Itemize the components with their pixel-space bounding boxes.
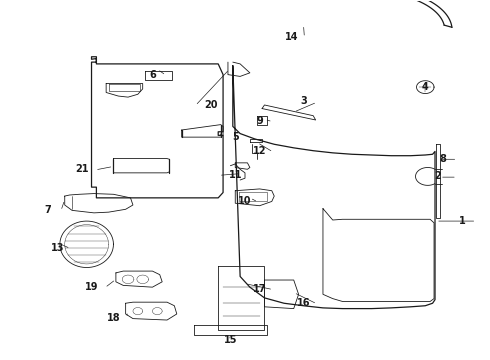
Text: 7: 7 xyxy=(44,205,51,215)
Text: 2: 2 xyxy=(434,171,441,181)
Text: 16: 16 xyxy=(297,298,310,308)
Text: 20: 20 xyxy=(204,100,218,110)
Text: 17: 17 xyxy=(253,284,267,294)
Text: 13: 13 xyxy=(50,243,64,253)
Text: 21: 21 xyxy=(75,164,89,174)
Text: 12: 12 xyxy=(253,147,267,157)
Text: 4: 4 xyxy=(422,82,429,92)
Text: 19: 19 xyxy=(85,282,98,292)
Text: 5: 5 xyxy=(232,132,239,142)
Text: 11: 11 xyxy=(228,170,242,180)
Text: 8: 8 xyxy=(439,154,446,163)
Text: 9: 9 xyxy=(256,116,263,126)
Text: 15: 15 xyxy=(223,335,237,345)
Text: 10: 10 xyxy=(238,197,252,206)
Text: 1: 1 xyxy=(459,216,465,226)
Text: 18: 18 xyxy=(107,312,120,323)
Text: 14: 14 xyxy=(285,32,298,42)
Text: 3: 3 xyxy=(300,96,307,107)
Text: 6: 6 xyxy=(149,69,156,80)
